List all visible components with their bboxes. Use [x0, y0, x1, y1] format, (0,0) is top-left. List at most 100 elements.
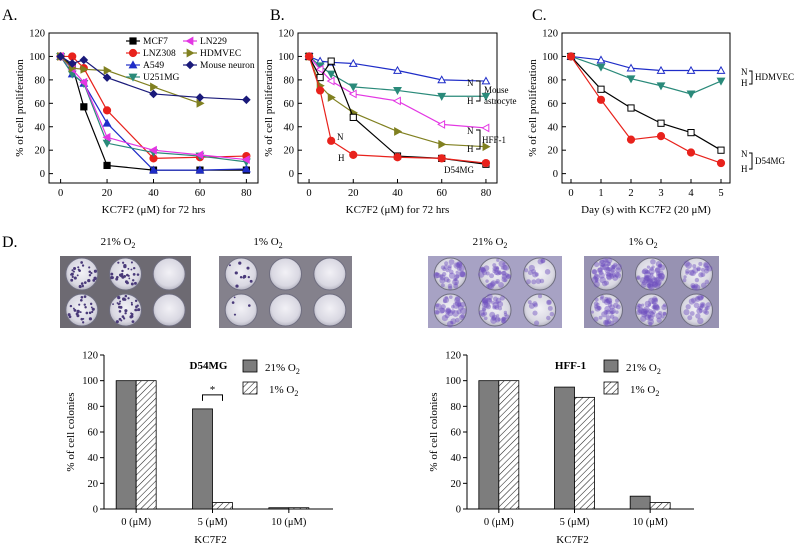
- colony-dot: [598, 260, 606, 267]
- colony-dot: [644, 269, 649, 274]
- colony-dot: [698, 295, 704, 301]
- colony-dot: [612, 275, 619, 281]
- data-point: [316, 73, 324, 82]
- colony-dot: [648, 321, 653, 327]
- colony-dot: [498, 282, 504, 288]
- colony-dot: [454, 281, 458, 286]
- y-tick-label: 80: [35, 75, 46, 86]
- y-tick-label: 40: [284, 122, 295, 133]
- y-tick-label: 120: [445, 351, 461, 362]
- bracket: [749, 152, 753, 170]
- colony-dot: [537, 294, 543, 299]
- colony-dot: [441, 315, 448, 322]
- x-tick-label: 10 (μM): [633, 517, 669, 528]
- colony-dot: [501, 316, 506, 321]
- colony-dot: [453, 262, 460, 269]
- colony-dot: [495, 266, 499, 270]
- y-tick-label: 120: [82, 351, 98, 362]
- colony-dot: [695, 313, 701, 319]
- data-point: [626, 63, 636, 72]
- colony-dot: [661, 304, 667, 311]
- colony-dot: [641, 303, 645, 307]
- colony-dot: [599, 259, 605, 264]
- colony-dot: [504, 273, 509, 278]
- colony-dot: [606, 319, 612, 325]
- data-point: [596, 63, 606, 72]
- legend-label: LNZ308: [143, 49, 176, 59]
- data-point: [102, 106, 112, 115]
- data-point: [716, 158, 726, 168]
- colony-dot: [648, 315, 654, 321]
- colony-dot: [656, 279, 662, 286]
- colony-dot: [524, 268, 529, 273]
- panel-letter-c: C.: [532, 7, 547, 24]
- colony-dot: [636, 309, 642, 316]
- plate-photo-d54mg-21: [60, 256, 191, 328]
- colony-dot: [443, 264, 449, 270]
- y-tick-label: 80: [548, 75, 559, 86]
- data-point: [437, 75, 447, 84]
- colony-dot: [134, 281, 137, 285]
- colony-dot: [115, 320, 119, 324]
- y-tick-label: 100: [278, 52, 294, 63]
- data-point: [327, 136, 336, 145]
- chart-panel-a: 0 20 40 60 80 100 120 0 20 40 60 80 KC7F2 (μM) for 7…: [14, 29, 259, 216]
- colony-dot: [547, 305, 553, 311]
- data-point: [149, 89, 158, 99]
- colony-dot: [456, 309, 462, 315]
- colony-dot: [643, 275, 649, 281]
- colony-dot: [611, 264, 617, 269]
- colony-dot: [480, 267, 486, 273]
- plate-well: [590, 293, 623, 327]
- colony-dot: [602, 319, 609, 326]
- colony-dot: [610, 264, 616, 270]
- colony-dot: [613, 271, 620, 278]
- colony-dot: [655, 280, 662, 287]
- colony-dot: [605, 315, 611, 321]
- colony-dot: [599, 276, 606, 284]
- colony-dot: [700, 272, 706, 278]
- colony-dot: [454, 297, 461, 304]
- data-point: [349, 113, 357, 121]
- colony-dot: [604, 280, 609, 286]
- colony-dot: [546, 300, 552, 305]
- legend-label: 21% O2: [265, 362, 300, 376]
- colony-dot: [447, 264, 452, 269]
- colony-dot: [481, 268, 487, 273]
- colony-dot: [497, 270, 502, 275]
- colony-dot: [69, 304, 73, 308]
- colony-dot: [614, 298, 620, 303]
- colony-dot: [448, 269, 454, 275]
- colony-dot: [644, 310, 648, 315]
- x-tick-label: 40: [148, 188, 159, 199]
- plate-well: [65, 257, 99, 291]
- legend-marker: [186, 48, 195, 58]
- colony-dot: [644, 314, 651, 321]
- data-point: [195, 150, 204, 160]
- colony-dot: [482, 311, 488, 316]
- chart-panel-d-right: 0 20 40 60 80 100 120 0 (μM) 5 (μM) 10 (μM) KC7F2%…: [428, 351, 694, 546]
- colony-dot: [135, 305, 138, 308]
- annotation-h: H: [741, 164, 748, 174]
- colony-dot: [591, 269, 597, 275]
- colony-dot: [528, 264, 535, 272]
- colony-dot: [121, 269, 124, 273]
- colony-dot: [653, 304, 658, 310]
- colony-dot: [687, 315, 693, 321]
- colony-dot: [444, 295, 449, 300]
- colony-dot: [594, 297, 599, 302]
- colony-dot: [481, 298, 487, 304]
- colony-dot: [694, 277, 700, 283]
- annotation-h: H: [338, 153, 345, 163]
- y-tick-label: 80: [451, 402, 462, 413]
- colony-dot: [690, 297, 697, 304]
- colony-dot: [636, 276, 640, 280]
- colony-dot: [606, 274, 612, 281]
- colony-dot: [445, 307, 452, 314]
- series-line: [570, 56, 722, 164]
- data-point: [304, 52, 314, 61]
- colony-dot: [492, 301, 500, 309]
- colony-dot: [501, 276, 508, 283]
- bar: [498, 380, 520, 510]
- colony-dot: [605, 297, 613, 304]
